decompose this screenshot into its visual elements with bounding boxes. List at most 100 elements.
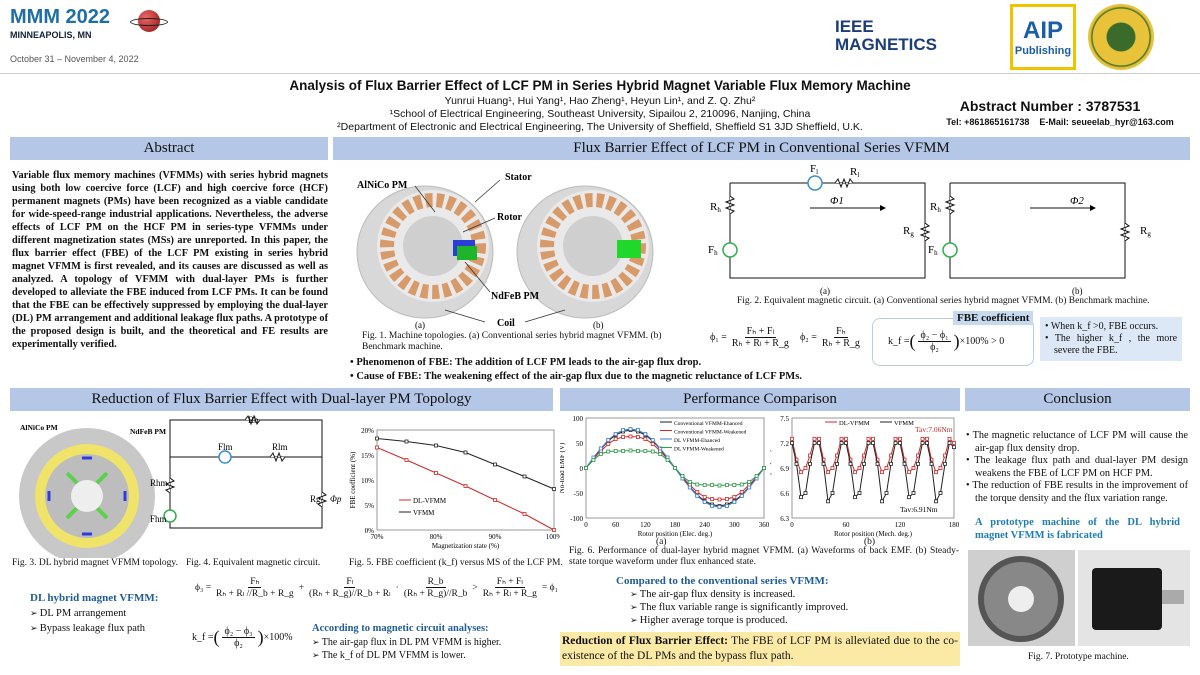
fig5-chart: 0% 5% 10% 15% 20% 70% 80% 90% 100% Magnetization … [349,427,560,550]
ring-icon [130,18,168,26]
aip-publishing-text: Publishing [1014,45,1072,57]
y-tick-label: 15% [361,452,374,460]
y-tick-label: 10% [361,477,374,485]
data-point [680,474,685,478]
annotation-tav-dl: Tav:7.06Nm [915,425,953,434]
equation-phi2: ϕ₂ = Fₕ Rₕ + R_g [800,326,865,349]
affiliation-2: ²Department of Electronic and Electrical… [337,121,863,133]
affiliation-1: ¹School of Electrical Engineering, South… [389,108,811,120]
note-item: The higher k_f , the more severe the FBE… [1045,333,1177,357]
label-rg-b: Rg [1140,225,1151,238]
machine-a [356,185,494,319]
data-point [916,461,920,466]
equation-kf: k_f = (ϕ₂ − ϕ₁ ϕ₂) ×100% > 0 [888,330,1005,353]
x-tick-label: 240 [699,521,710,529]
legend-label: VFMM [413,509,435,517]
annotation-tav-vfmm: Tav:6.91Nm [900,505,938,514]
data-point [844,436,848,441]
data-point [404,458,409,462]
y-tick-label: 100 [573,415,584,423]
label-rhm: Rhm [150,478,168,488]
data-point [717,505,722,509]
data-point [826,470,830,475]
label-rh-a: Rh [710,201,721,214]
data-point [702,500,707,504]
data-point [725,504,729,508]
fig1-machine-topologies: AlNiCo PM Stator Rotor NdFeB PM Coil (a)… [356,172,654,330]
x-tick-label: 80% [430,533,443,541]
data-point [835,453,839,458]
y-axis-label: FBE coefficient (%) [349,451,357,508]
data-point [687,480,692,484]
data-point [717,483,722,488]
data-point [947,441,952,445]
x-tick-label: 0 [790,521,794,529]
data-point [717,497,722,502]
data-point [598,446,603,451]
data-point [636,428,640,432]
label-a: (a) [820,286,830,296]
data-point [830,466,835,470]
eq-den: Rₕ + Rₗ + R_g [482,589,537,599]
data-point [650,442,655,446]
compare-item: The air-gap flux density is increased. [630,588,848,601]
section-header-conclusion: Conclusion [965,388,1190,411]
conclusion-item: The reduction of FBE results in the impr… [966,480,1188,505]
eq-lhs: ϕ₁ = [710,332,727,343]
compare-item: The flux variable range is significantly… [630,601,848,614]
data-point [522,512,527,516]
label-fhm: Fhm [150,514,167,524]
data-point [889,461,893,466]
data-point [628,427,633,431]
source-fh-b [942,242,958,258]
source-flm [218,450,232,464]
data-point [916,453,920,458]
data-point [902,457,907,462]
y-tick-label: 6.3 [780,515,789,523]
data-point [817,441,821,445]
data-point [739,494,744,498]
eq-num: ϕ₂ − ϕ₁ [918,330,951,342]
legend-label: DL-VFMM [413,497,447,505]
compare-title: Compared to the conventional series VFMM… [616,575,829,587]
analysis-item: The k_f of DL PM VFMM is lower. [312,649,501,662]
data-point [710,497,714,501]
eq-num: ϕ₂ − ϕ₃ [222,626,255,638]
prototype-text: A prototype machine of the DL hybrid mag… [975,517,1180,541]
label-rg-a: Rg [903,225,914,238]
data-point [911,466,916,470]
label-ndfeb-pm: NdFeB PM [130,427,166,436]
data-point [826,499,830,504]
eq-rhs: = ϕ₁ [541,582,558,593]
data-point [591,458,596,462]
fig7-caption: Fig. 7. Prototype machine. [1028,652,1129,662]
data-point [375,436,379,441]
data-point [884,466,889,470]
data-point [794,461,799,466]
source-fh-a [722,242,738,258]
data-point [839,436,844,441]
x-tick-label: 300 [729,521,740,529]
data-point [907,495,911,500]
legend-label: VFMM [894,420,914,427]
x-tick-label: 0 [584,521,588,529]
bullet-item: Phenomenon of FBE: The addition of LCF P… [350,356,950,370]
fig2-caption: Fig. 2. Equivalent magnetic circuit. (a)… [737,296,1150,306]
data-point [732,483,737,487]
data-point [871,441,875,445]
y-tick-label: -100 [570,515,583,523]
data-point [552,528,556,532]
data-point [434,471,438,475]
eq-den: ϕ₂ [930,342,939,353]
data-point [943,453,947,458]
highlight-text: The FBE of LCF PM is alleviated due to t… [562,635,958,662]
source-fhm [163,509,177,523]
data-point [687,485,692,490]
section-header-reduction: Reduction of Flux Barrier Effect with Du… [10,388,553,411]
data-point [853,470,857,475]
label-rotor: Rotor [497,212,523,223]
eq-num: Fₕ + Fₗ [744,326,777,338]
eq-den: Rₕ + Rₗ + R_g [731,338,789,349]
data-point [493,462,497,467]
data-point [613,432,618,436]
